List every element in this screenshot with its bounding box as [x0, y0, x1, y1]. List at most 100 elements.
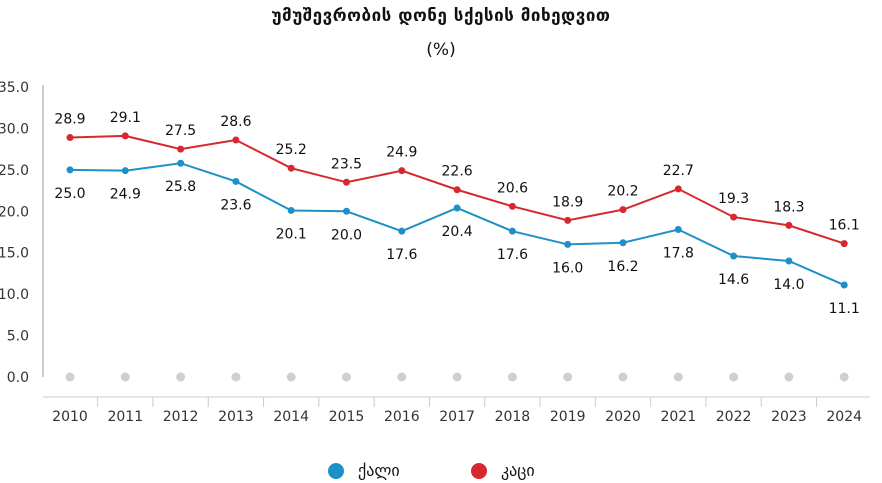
data-label-women: 20.1 [276, 226, 307, 242]
data-point-women [121, 167, 129, 175]
y-tick-label: 15.0 [0, 246, 29, 262]
data-point-women [232, 177, 240, 185]
data-label-women: 16.0 [552, 260, 583, 276]
data-label-men: 18.3 [773, 199, 804, 215]
data-point-women [66, 166, 74, 174]
data-point-men [66, 134, 74, 142]
y-tick-label: 20.0 [0, 204, 29, 220]
data-label-men: 19.3 [718, 191, 749, 207]
data-point-men [785, 221, 793, 229]
x-tick-label: 2014 [273, 409, 309, 425]
legend-item-women: ქალი [328, 461, 400, 480]
baseline-dot [120, 372, 130, 382]
y-tick-label: 25.0 [0, 163, 29, 179]
baseline-dot [729, 372, 739, 382]
x-tick-label: 2018 [495, 409, 531, 425]
data-label-women: 20.4 [442, 224, 473, 240]
legend-item-men: კაცი [471, 461, 535, 480]
data-label-women: 16.2 [607, 259, 638, 275]
data-point-women [674, 226, 682, 234]
x-tick-label: 2016 [384, 409, 420, 425]
y-tick-label: 30.0 [0, 121, 29, 137]
data-point-men [232, 136, 240, 144]
data-label-men: 24.9 [386, 145, 417, 161]
data-point-women [398, 227, 406, 235]
legend-marker-men [471, 462, 487, 479]
baseline-dot [507, 372, 517, 382]
baseline-dot [176, 372, 186, 382]
x-tick-label: 2019 [550, 409, 586, 425]
data-label-men: 18.9 [552, 194, 583, 210]
data-point-men [840, 240, 848, 248]
data-label-women: 25.0 [54, 186, 85, 202]
data-point-men [508, 202, 516, 210]
x-tick-label: 2015 [329, 409, 365, 425]
y-tick-label: 35.0 [0, 80, 29, 96]
data-point-men [287, 164, 295, 172]
baseline-dot [839, 372, 849, 382]
chart-subtitle: (%) [426, 40, 456, 60]
data-point-men [619, 206, 627, 214]
data-point-men [398, 167, 406, 175]
data-label-women: 25.8 [165, 179, 196, 195]
chart-title: უმუშევრობის დონე სქესის მიხედვით [271, 6, 611, 26]
data-point-women [453, 204, 461, 212]
data-label-women: 24.9 [110, 187, 141, 203]
y-tick-label: 10.0 [0, 287, 29, 303]
data-point-men [730, 213, 738, 221]
data-label-women: 20.0 [331, 227, 362, 243]
x-tick-label: 2010 [52, 409, 88, 425]
baseline-dot [65, 372, 75, 382]
data-label-men: 23.5 [331, 156, 362, 172]
data-point-women [287, 206, 295, 214]
data-label-women: 17.8 [663, 246, 694, 262]
data-point-women [343, 207, 350, 215]
data-label-women: 17.6 [386, 247, 417, 263]
data-point-women [177, 159, 185, 167]
x-tick-label: 2012 [163, 409, 199, 425]
data-label-women: 14.0 [773, 277, 804, 293]
x-tick-label: 2020 [605, 409, 641, 425]
data-label-men: 27.5 [165, 123, 196, 139]
baseline-dot [563, 372, 573, 382]
x-tick-label: 2017 [439, 409, 475, 425]
legend-label-men: კაცი [501, 461, 535, 480]
data-label-men: 28.9 [54, 112, 85, 128]
data-label-men: 16.1 [829, 218, 860, 234]
data-label-women: 23.6 [220, 197, 251, 213]
data-label-women: 14.6 [718, 272, 749, 288]
x-tick-label: 2022 [716, 409, 752, 425]
baseline-dot [673, 372, 683, 382]
data-label-men: 22.6 [442, 164, 473, 180]
data-point-men [343, 178, 350, 186]
x-tick-label: 2021 [660, 409, 696, 425]
data-point-men [674, 185, 682, 193]
data-label-men: 25.2 [276, 142, 307, 158]
data-label-men: 29.1 [110, 110, 141, 126]
data-label-women: 17.6 [497, 247, 528, 263]
data-point-men [564, 216, 572, 224]
data-point-men [453, 186, 461, 194]
y-tick-label: 5.0 [7, 329, 29, 345]
data-label-men: 20.2 [607, 184, 638, 200]
data-label-men: 20.6 [497, 180, 528, 196]
data-point-women [785, 257, 793, 265]
x-tick-label: 2013 [218, 409, 254, 425]
y-tick-label: 0.0 [7, 370, 29, 386]
baseline-dot [231, 372, 241, 382]
legend-label-women: ქალი [358, 461, 400, 480]
data-point-men [177, 145, 185, 153]
legend-marker-women [328, 462, 344, 479]
data-point-women [730, 252, 738, 260]
baseline-dot [618, 372, 628, 382]
x-tick-label: 2024 [826, 409, 862, 425]
data-point-women [564, 240, 572, 248]
data-point-women [619, 239, 627, 247]
data-point-women [508, 227, 516, 235]
baseline-dot [452, 372, 462, 382]
x-tick-label: 2023 [771, 409, 807, 425]
data-point-women [840, 281, 848, 289]
data-point-men [121, 132, 129, 140]
data-label-men: 28.6 [220, 114, 251, 130]
